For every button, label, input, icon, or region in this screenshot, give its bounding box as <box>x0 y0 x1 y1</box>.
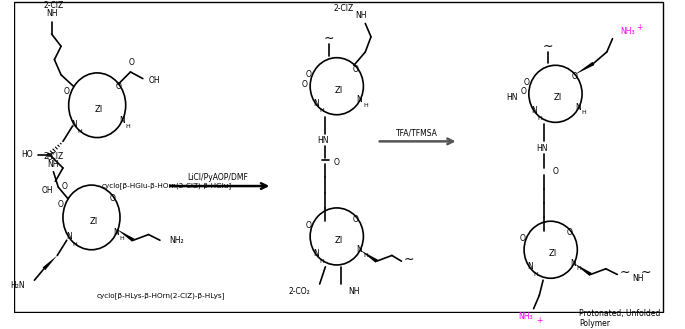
Text: OH: OH <box>149 76 160 85</box>
Text: O: O <box>301 80 308 89</box>
Text: H: H <box>363 253 368 258</box>
Text: 2-CO₂: 2-CO₂ <box>288 287 310 296</box>
Text: NH₃: NH₃ <box>519 312 534 321</box>
Text: O: O <box>129 58 134 67</box>
Text: ∼: ∼ <box>640 266 651 279</box>
Text: O: O <box>519 234 525 243</box>
Text: H: H <box>533 272 538 277</box>
Text: TFA/TFMSA: TFA/TFMSA <box>396 128 438 137</box>
Text: O: O <box>47 153 53 162</box>
Text: O: O <box>110 194 115 203</box>
Text: ∼: ∼ <box>543 40 553 53</box>
Text: N: N <box>313 99 319 108</box>
Polygon shape <box>575 62 595 75</box>
Text: 2-ClZ: 2-ClZ <box>44 1 64 10</box>
Text: ZI: ZI <box>334 86 342 94</box>
Text: O: O <box>553 167 558 176</box>
Text: N: N <box>119 116 125 125</box>
Text: O: O <box>566 228 573 237</box>
Text: NH₃: NH₃ <box>620 27 635 36</box>
Polygon shape <box>573 263 592 276</box>
Text: ∼: ∼ <box>324 32 334 45</box>
Text: OH: OH <box>42 186 53 195</box>
Text: H₂N: H₂N <box>10 281 25 291</box>
Text: cyclo[β-HLys-β-HOrn(2-ClZ)-β-HLys]: cyclo[β-HLys-β-HOrn(2-ClZ)-β-HLys] <box>96 292 225 299</box>
Text: H: H <box>319 109 324 114</box>
Text: N: N <box>532 107 538 115</box>
Text: N: N <box>527 262 533 271</box>
Text: N: N <box>357 245 362 254</box>
Text: N: N <box>571 259 576 267</box>
Text: ZI: ZI <box>334 236 342 245</box>
Text: +: + <box>636 23 643 32</box>
Text: H: H <box>319 259 324 264</box>
Text: O: O <box>306 220 311 230</box>
Text: NH: NH <box>48 160 59 169</box>
Text: NH₂: NH₂ <box>169 236 184 245</box>
Text: NH: NH <box>356 12 367 20</box>
Text: 2-ClZ: 2-ClZ <box>44 152 64 161</box>
Text: H: H <box>577 266 582 271</box>
Text: H: H <box>538 116 543 121</box>
Polygon shape <box>360 250 377 263</box>
Text: H: H <box>363 103 368 108</box>
Text: NH: NH <box>348 287 360 296</box>
Text: ZI: ZI <box>89 217 97 226</box>
Text: O: O <box>571 72 577 81</box>
Text: ZI: ZI <box>553 93 562 102</box>
Text: H: H <box>119 236 124 241</box>
Text: cyclo[β-HGlu-β-HOrn(2-ClZ)-β-HGlu]: cyclo[β-HGlu-β-HOrn(2-ClZ)-β-HGlu] <box>102 183 232 190</box>
Text: N: N <box>71 120 77 129</box>
Text: N: N <box>357 95 362 104</box>
Text: O: O <box>115 82 121 91</box>
Text: HO: HO <box>21 150 32 159</box>
Text: O: O <box>62 182 68 190</box>
Text: N: N <box>113 228 119 237</box>
Text: O: O <box>58 200 64 209</box>
Text: O: O <box>64 88 70 96</box>
Text: H: H <box>77 129 82 134</box>
Text: N: N <box>575 103 581 112</box>
Text: +: + <box>536 316 543 325</box>
Text: O: O <box>353 215 359 224</box>
Text: LiCl/PyAOP/DMF: LiCl/PyAOP/DMF <box>188 173 249 182</box>
Polygon shape <box>116 229 134 242</box>
Text: O: O <box>520 88 526 96</box>
Text: H: H <box>125 124 130 129</box>
Text: N: N <box>313 249 319 258</box>
Text: ZI: ZI <box>95 105 103 114</box>
Text: HN: HN <box>536 143 548 153</box>
Text: H: H <box>72 241 77 246</box>
Polygon shape <box>42 255 58 270</box>
Text: O: O <box>353 64 359 74</box>
Text: ∼: ∼ <box>620 266 630 279</box>
Text: HN: HN <box>506 93 517 102</box>
Text: N: N <box>66 232 71 241</box>
Text: 2-ClZ: 2-ClZ <box>334 4 354 13</box>
Text: O: O <box>334 158 340 167</box>
Text: H: H <box>582 110 586 115</box>
Text: O: O <box>306 70 311 79</box>
Text: HN: HN <box>318 136 329 145</box>
Text: ∼: ∼ <box>403 253 414 266</box>
Text: ZI: ZI <box>549 249 557 258</box>
Text: O: O <box>524 78 530 87</box>
Text: Protonated, Unfolded
Polymer: Protonated, Unfolded Polymer <box>580 309 660 328</box>
Text: NH: NH <box>632 274 644 283</box>
Text: NH: NH <box>46 10 58 18</box>
